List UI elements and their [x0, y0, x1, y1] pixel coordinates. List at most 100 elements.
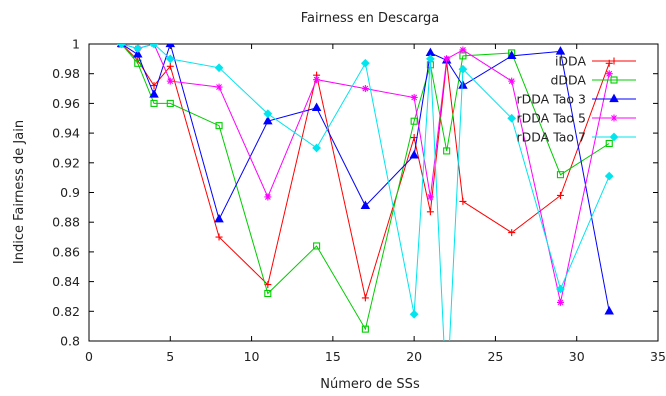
legend-marker — [609, 93, 619, 103]
data-point — [360, 200, 371, 210]
data-point — [313, 242, 321, 250]
y-tick-label: 0.98 — [52, 66, 80, 81]
data-point — [149, 89, 159, 98]
data-point — [556, 284, 565, 294]
x-tick-label: 0 — [85, 349, 93, 364]
data-point — [556, 171, 565, 179]
data-point — [117, 44, 126, 49]
x-tick-label: 35 — [650, 349, 666, 364]
x-tick-label: 25 — [487, 349, 503, 364]
data-point — [361, 85, 369, 93]
data-point — [556, 298, 564, 306]
legend-item: dDDA — [550, 73, 636, 88]
legend-marker — [609, 132, 619, 142]
y-tick-label: 0.92 — [52, 155, 80, 170]
legend-label: rDDA Tao 7 — [517, 130, 587, 145]
data-point — [361, 325, 369, 333]
series-3 — [118, 44, 613, 306]
series-2 — [116, 44, 614, 315]
legend-label: dDDA — [550, 73, 586, 88]
data-point — [214, 63, 224, 73]
chart-title: Fairness en Descarga — [301, 11, 440, 26]
legend-marker — [610, 76, 618, 84]
y-tick-label: 0.94 — [52, 126, 80, 141]
data-point — [360, 58, 370, 68]
data-point — [166, 99, 174, 107]
y-tick-label: 0.82 — [52, 304, 80, 319]
axis-ticks: 0 5 10 15 20 25 30 35 0.8 0.82 0.84 0.86 0.88 0.9 0.92… — [52, 37, 666, 365]
data-point — [166, 77, 174, 85]
data-point — [263, 115, 273, 125]
data-point — [459, 197, 467, 205]
data-point — [604, 171, 614, 181]
data-point — [443, 55, 451, 63]
data-point — [409, 309, 419, 319]
data-point — [134, 59, 142, 67]
data-point — [215, 122, 223, 130]
legend-item: iDDA — [555, 54, 636, 69]
y-tick-label: 0.88 — [52, 215, 80, 230]
legend-label: rDDA Tao 5 — [517, 111, 587, 126]
series-line — [121, 44, 610, 300]
data-point — [410, 93, 418, 101]
x-axis-label: Número de SSs — [320, 377, 420, 392]
series-group — [116, 44, 614, 341]
data-point — [149, 44, 159, 49]
x-tick-label: 30 — [569, 349, 585, 364]
data-point — [426, 54, 435, 64]
data-point — [166, 62, 174, 70]
legend-marker — [610, 114, 618, 122]
legend: iDDA dDDA rDDA Tao 3 rDDA Tao 5 rDDA Tao 7 — [517, 54, 636, 145]
data-point — [556, 191, 564, 199]
legend-item: rDDA Tao 3 — [517, 92, 636, 107]
data-point — [215, 83, 223, 91]
series-line — [121, 44, 610, 303]
y-tick-label: 0.9 — [60, 185, 80, 200]
data-point — [312, 143, 321, 153]
legend-item: rDDA Tao 5 — [517, 111, 636, 126]
data-point — [165, 54, 175, 64]
x-tick-label: 10 — [244, 349, 260, 364]
data-point — [459, 46, 467, 54]
data-point — [508, 77, 516, 85]
data-point — [443, 147, 451, 155]
data-point — [361, 294, 369, 302]
data-point — [555, 46, 566, 55]
data-point — [264, 193, 272, 201]
y-axis-label: Indice Fairness de Jain — [12, 120, 27, 264]
data-point — [507, 113, 517, 123]
data-point — [263, 109, 273, 119]
data-point — [426, 208, 434, 216]
x-tick-label: 15 — [325, 349, 341, 364]
y-tick-label: 1 — [72, 37, 80, 52]
data-point — [605, 139, 613, 148]
legend-marker — [610, 57, 618, 65]
data-point — [150, 99, 158, 107]
y-tick-label: 0.8 — [60, 334, 80, 349]
series-4 — [117, 44, 614, 341]
series-1 — [117, 44, 613, 333]
y-tick-label: 0.96 — [52, 96, 80, 111]
legend-label: iDDA — [555, 54, 587, 69]
series-0 — [118, 44, 613, 302]
data-point — [426, 193, 434, 201]
data-point — [458, 80, 468, 89]
data-point — [410, 117, 418, 125]
data-point — [165, 44, 176, 48]
data-point — [313, 76, 321, 84]
data-point — [605, 70, 613, 78]
data-point — [133, 49, 143, 58]
y-tick-label: 0.86 — [52, 244, 80, 259]
data-point — [409, 150, 419, 159]
data-point — [458, 64, 468, 74]
data-point — [508, 229, 516, 237]
legend-label: rDDA Tao 3 — [517, 92, 587, 107]
data-point — [133, 44, 143, 53]
data-point — [214, 213, 224, 223]
y-tick-label: 0.84 — [52, 274, 80, 289]
series-line — [121, 44, 610, 331]
data-point — [264, 289, 272, 298]
data-point — [604, 305, 614, 315]
x-tick-label: 20 — [406, 349, 422, 364]
